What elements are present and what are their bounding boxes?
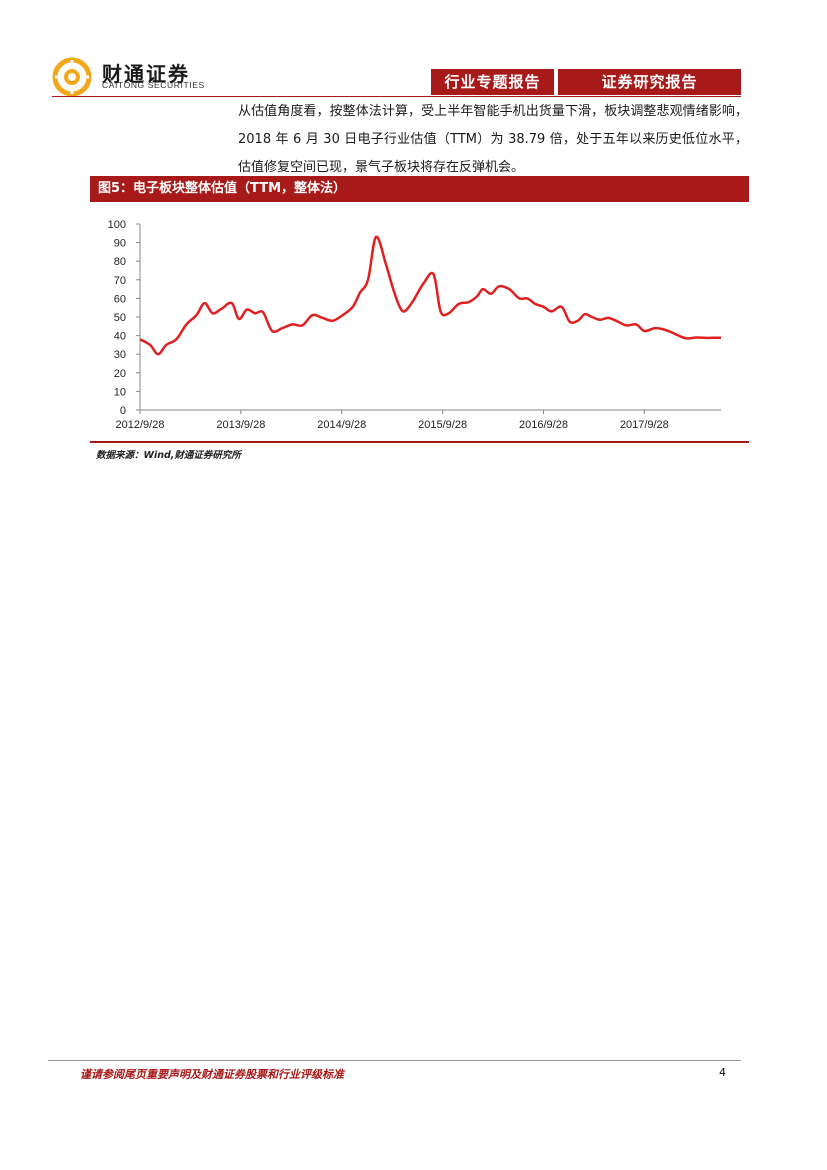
header-divider xyxy=(52,96,741,97)
footer-disclaimer: 谨请参阅尾页重要声明及财通证券股票和行业评级标准 xyxy=(80,1068,344,1081)
footer-divider xyxy=(48,1060,741,1061)
y-tick-label: 10 xyxy=(114,386,126,398)
figure-title: 图5：电子板块整体估值（TTM，整体法） xyxy=(90,176,749,202)
y-tick-label: 20 xyxy=(114,368,126,380)
figure-bottom-rule xyxy=(90,441,749,443)
y-tick-label: 50 xyxy=(114,312,126,324)
x-tick-label: 2016/9/28 xyxy=(519,419,568,431)
x-axis: 2012/9/28 2013/9/28 2014/9/28 2015/9/28 2016… xyxy=(116,409,721,431)
valuation-series-line xyxy=(139,235,721,356)
y-tick-label: 80 xyxy=(114,256,126,268)
x-tick-label: 2013/9/28 xyxy=(216,419,265,431)
y-tick-label: 90 xyxy=(114,238,126,250)
x-tick-label: 2017/9/28 xyxy=(620,419,669,431)
logo-chinese-name: 财通证券 xyxy=(102,62,190,86)
body-paragraph: 从估值角度看，按整体法计算，受上半年智能手机出货量下滑，板块调整悲观情绪影响，2… xyxy=(238,104,748,175)
logo-english-name: CAITONG SECURITIES xyxy=(102,80,205,90)
data-source-note: 数据来源：Wind,财通证券研究所 xyxy=(96,450,241,461)
y-tick-label: 70 xyxy=(114,275,126,287)
y-tick-label: 0 xyxy=(120,405,126,417)
x-tick-label: 2014/9/28 xyxy=(317,419,366,431)
report-type-tab: 行业专题报告 xyxy=(431,69,554,95)
valuation-line-chart: 0 10 20 30 40 50 60 70 80 90 100 2012/9/28 2013/9/2… xyxy=(108,219,721,431)
report-category-tab: 证券研究报告 xyxy=(558,69,741,95)
y-tick-label: 30 xyxy=(114,349,126,361)
y-tick-label: 60 xyxy=(114,293,126,305)
page-number: 4 xyxy=(719,1066,726,1079)
caitong-logo-icon xyxy=(52,57,92,97)
y-axis: 0 10 20 30 40 50 60 70 80 90 100 xyxy=(108,219,141,417)
x-tick-label: 2015/9/28 xyxy=(418,419,467,431)
x-tick-label: 2012/9/28 xyxy=(116,419,165,431)
y-tick-label: 100 xyxy=(108,219,126,231)
y-tick-label: 40 xyxy=(114,331,126,343)
